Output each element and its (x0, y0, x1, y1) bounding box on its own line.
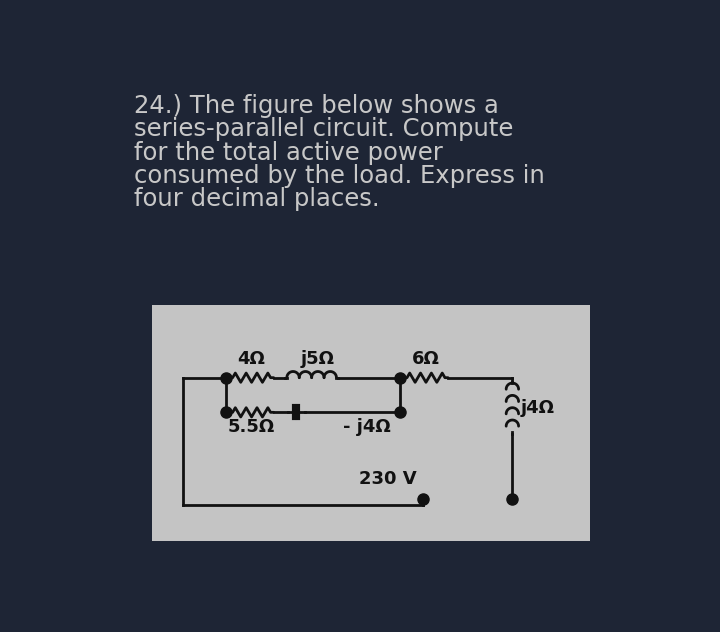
Text: j5Ω: j5Ω (301, 350, 335, 368)
Text: 24.) The figure below shows a: 24.) The figure below shows a (134, 94, 499, 118)
Text: j4Ω: j4Ω (520, 399, 554, 416)
Text: for the total active power: for the total active power (134, 140, 443, 164)
Text: 230 V: 230 V (359, 470, 417, 488)
Text: - j4Ω: - j4Ω (343, 418, 391, 437)
Text: four decimal places.: four decimal places. (134, 186, 380, 210)
Text: 4Ω: 4Ω (238, 350, 266, 368)
Text: series-parallel circuit. Compute: series-parallel circuit. Compute (134, 118, 513, 142)
Bar (152, 305, 590, 541)
Text: consumed by the load. Express in: consumed by the load. Express in (134, 164, 545, 188)
Text: 5.5Ω: 5.5Ω (228, 418, 275, 437)
Text: 6Ω: 6Ω (412, 350, 440, 368)
